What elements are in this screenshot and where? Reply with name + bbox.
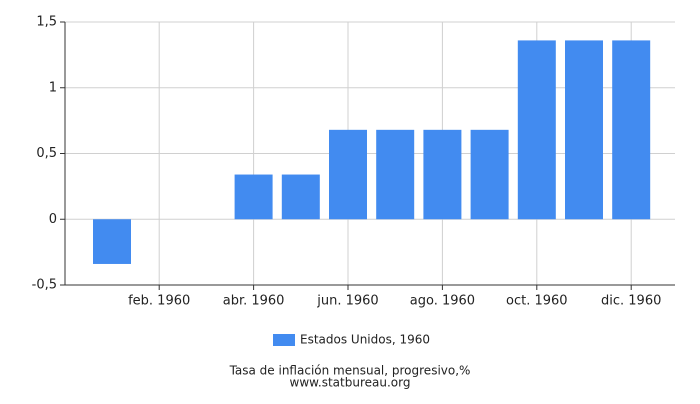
bar <box>234 174 273 220</box>
x-tick-label: oct. 1960 <box>506 294 568 309</box>
bar <box>93 219 131 264</box>
caption: Tasa de inflación mensual, progresivo,% <box>229 364 471 378</box>
source: www.statbureau.org <box>290 376 411 390</box>
bar <box>423 129 462 220</box>
bar <box>517 40 556 220</box>
bar <box>329 129 367 220</box>
bar <box>281 174 320 220</box>
y-tick-label: 0,5 <box>36 146 57 161</box>
bar <box>470 129 509 220</box>
x-tick-label: dic. 1960 <box>601 294 661 309</box>
bar <box>376 129 415 220</box>
y-tick-label: -0,5 <box>32 278 57 293</box>
x-tick-label: abr. 1960 <box>223 294 285 309</box>
y-tick-label: 1,5 <box>36 15 57 30</box>
y-tick-label: 1 <box>49 80 57 95</box>
y-tick-label: 0 <box>49 212 57 227</box>
bar <box>612 40 651 220</box>
bar <box>565 40 603 220</box>
x-tick-label: jun. 1960 <box>316 294 378 309</box>
legend-swatch <box>273 334 295 346</box>
x-tick-label: feb. 1960 <box>128 294 190 309</box>
x-tick-label: ago. 1960 <box>410 294 475 309</box>
legend-label: Estados Unidos, 1960 <box>300 333 430 347</box>
